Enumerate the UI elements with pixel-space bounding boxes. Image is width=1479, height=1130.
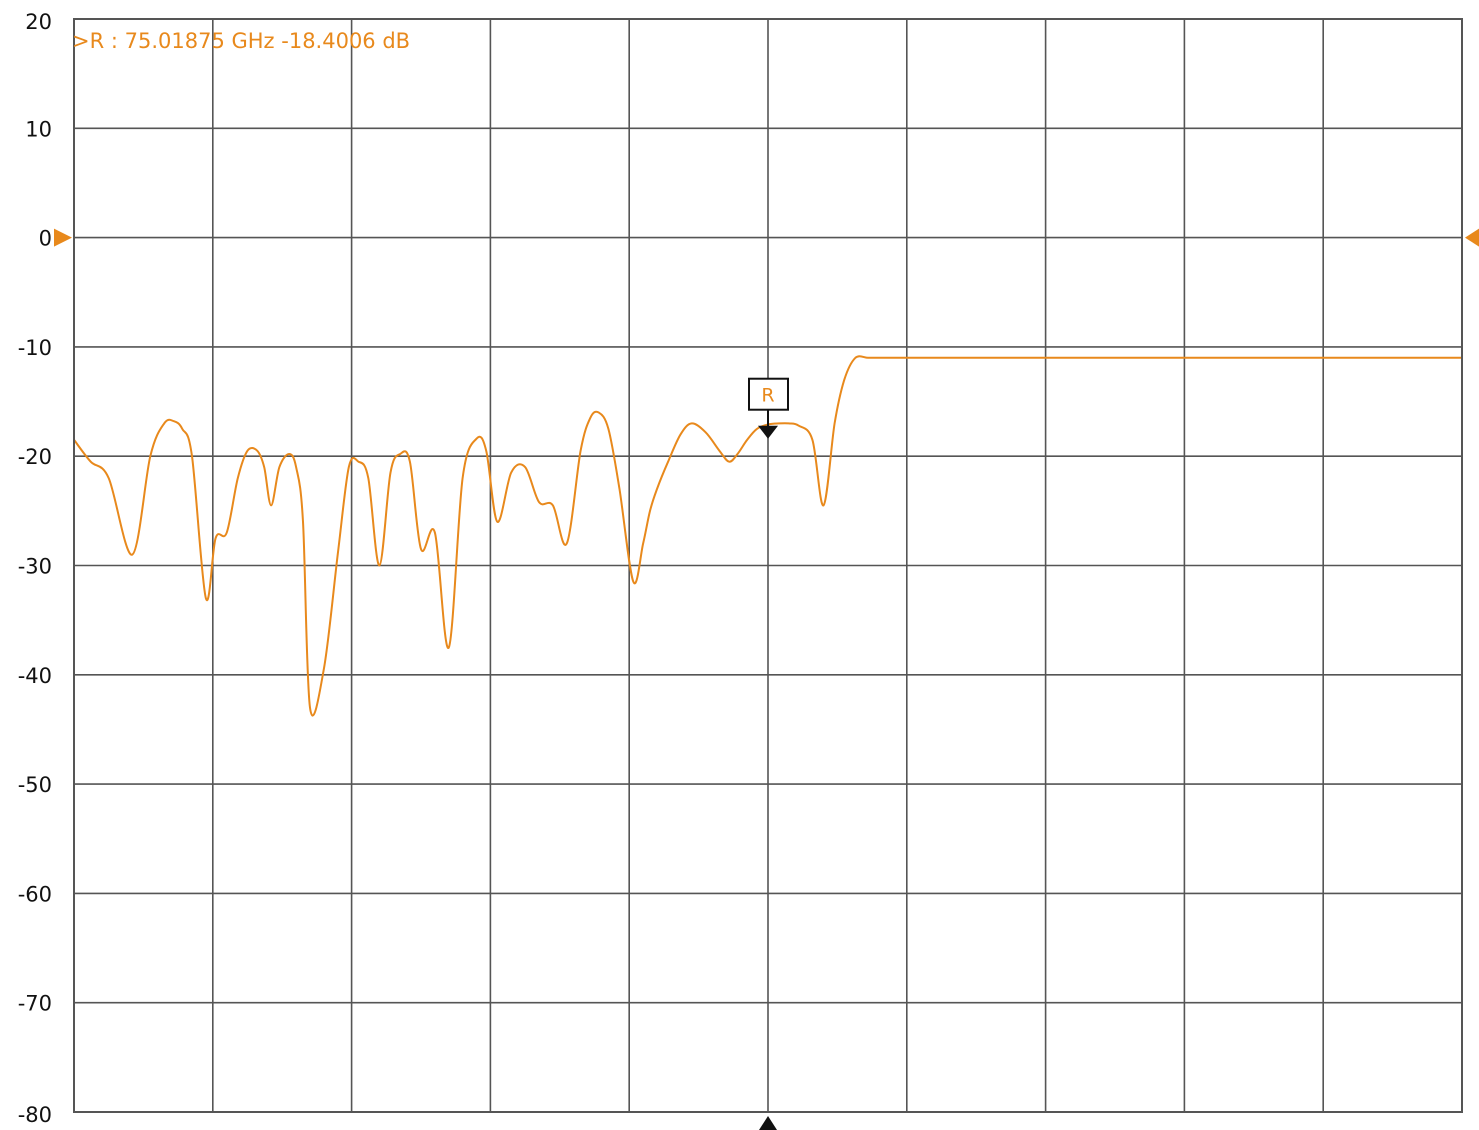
y-tick-labels: 20 10 0 -10 -20 -30 -40 -50 -60 -70 -80 [18,10,52,1127]
reference-level-left-marker [54,228,72,247]
marker[interactable]: R [748,377,789,1130]
reference-level-markers [54,228,1479,247]
trace [73,355,1462,717]
marker-label: R [761,385,774,407]
grid [74,19,1462,1112]
marker-label-box [748,377,789,411]
y-tick-label: -40 [18,664,52,688]
y-tick-label: -70 [18,992,52,1016]
reference-level-right-marker [1465,228,1479,247]
y-tick-label: -80 [18,1103,52,1127]
y-tick-label: -10 [18,336,52,360]
marker-x-position-icon [759,1116,777,1130]
marker-readout: >R : 75.01875 GHz -18.4006 dB [72,29,410,53]
y-tick-label: -50 [18,773,52,797]
y-tick-label: 0 [39,227,52,251]
marker-arrow-icon [758,425,778,439]
y-tick-label: 10 [25,117,52,141]
y-tick-label: 20 [25,10,52,34]
plot-border [73,18,1463,1113]
y-tick-label: -20 [18,445,52,469]
trace-line [73,355,1462,717]
y-tick-label: -60 [18,882,52,906]
y-tick-label: -30 [18,555,52,579]
